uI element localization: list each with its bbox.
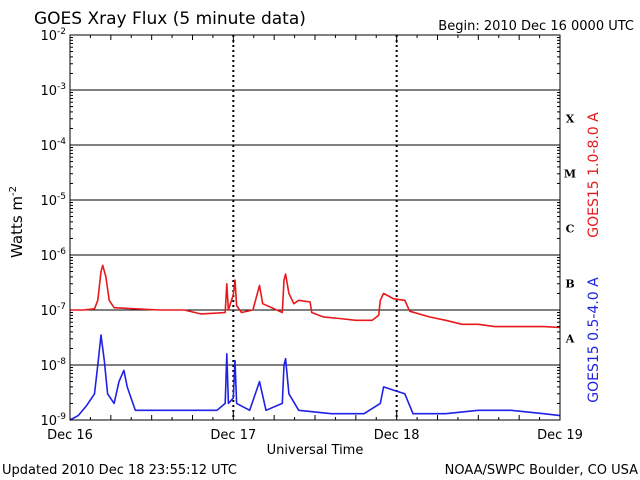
class-label-C: C: [566, 223, 575, 236]
y-tick-base: 10: [40, 84, 57, 99]
x-axis-label: Universal Time: [267, 443, 364, 458]
y-tick-base: 10: [40, 194, 57, 209]
x-tick-label-0: Dec 16: [47, 428, 93, 443]
chart-title: GOES Xray Flux (5 minute data): [34, 9, 306, 29]
y-axis-label-superscript: -2: [8, 186, 19, 196]
legend-series-long: GOES15 1.0-8.0 A: [586, 112, 602, 238]
y-tick-exponent: -6: [57, 247, 66, 257]
y-axis-title: Watts m-2: [8, 186, 26, 258]
y-tick-base: 10: [40, 359, 57, 374]
y-tick-label-2: 10-4: [40, 137, 66, 154]
y-axis-ticks: 10-210-310-410-510-610-710-810-9: [40, 27, 560, 429]
y-tick-label-3: 10-5: [40, 192, 66, 209]
y-tick-label-5: 10-7: [40, 302, 66, 319]
class-label-B: B: [565, 278, 574, 291]
y-tick-exponent: -9: [57, 412, 66, 422]
y-tick-label-7: 10-9: [40, 412, 66, 429]
plot-frame: [69, 34, 561, 421]
y-tick-exponent: -3: [57, 82, 66, 92]
flare-class-labels: X M C B A: [564, 113, 576, 346]
class-label-X: X: [566, 113, 575, 126]
class-label-M: M: [564, 168, 576, 181]
credit-text: NOAA/SWPC Boulder, CO USA: [445, 463, 638, 478]
series-line-1: [69, 334, 561, 421]
y-tick-exponent: -5: [57, 192, 66, 202]
x-axis-ticks: Dec 16 Dec 17 Dec 18 Dec 19: [47, 35, 583, 443]
y-tick-exponent: -7: [57, 302, 66, 312]
x-tick-label-2: Dec 18: [374, 428, 420, 443]
y-tick-exponent: -4: [57, 137, 66, 147]
class-label-A: A: [565, 333, 575, 346]
legend-series-short: GOES15 0.5-4.0 A: [586, 277, 602, 403]
y-tick-base: 10: [40, 249, 57, 264]
x-tick-label-3: Dec 19: [537, 428, 583, 443]
y-tick-base: 10: [40, 414, 57, 429]
svg-text:Watts m-2: Watts m-2: [8, 186, 26, 258]
y-tick-label-1: 10-3: [40, 82, 66, 99]
y-tick-exponent: -2: [57, 27, 66, 37]
x-tick-label-1: Dec 17: [210, 428, 256, 443]
series-layer: [69, 264, 561, 421]
series-line-0: [70, 264, 561, 329]
y-tick-label-6: 10-8: [40, 357, 66, 374]
updated-timestamp: Updated 2010 Dec 18 23:55:12 UTC: [2, 463, 237, 478]
y-axis-label: Watts m: [8, 196, 26, 258]
y-tick-label-0: 10-2: [40, 27, 66, 44]
y-tick-base: 10: [40, 139, 57, 154]
y-tick-base: 10: [40, 29, 57, 44]
y-tick-exponent: -8: [57, 357, 66, 367]
grid-lines: [70, 89, 560, 366]
y-tick-base: 10: [40, 304, 57, 319]
day-separators: [232, 35, 398, 420]
begin-label: Begin: 2010 Dec 16 0000 UTC: [438, 19, 634, 34]
y-tick-label-4: 10-6: [40, 247, 66, 264]
